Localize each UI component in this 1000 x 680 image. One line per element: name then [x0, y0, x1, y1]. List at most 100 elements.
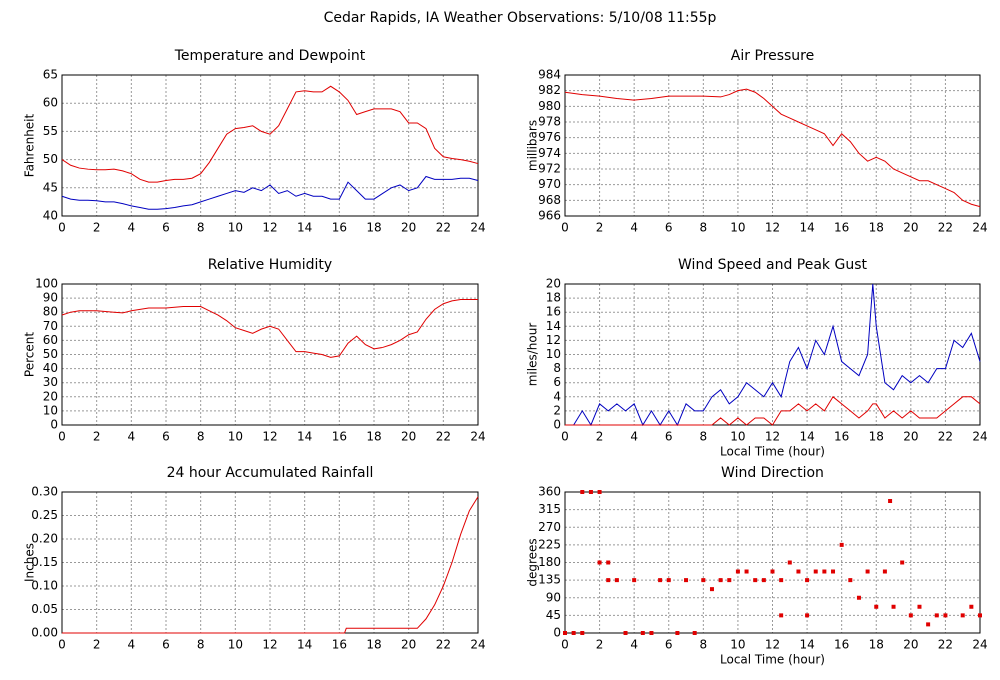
x-tick-label: 6 — [665, 221, 673, 235]
x-tick-label: 6 — [162, 430, 170, 444]
data-point — [692, 631, 697, 635]
x-tick-label: 10 — [730, 430, 745, 444]
x-tick-label: 12 — [765, 221, 780, 235]
y-tick-label: 984 — [538, 68, 561, 82]
y-tick-label: 0 — [553, 626, 561, 640]
x-tick-label: 10 — [730, 221, 745, 235]
y-tick-label: 90 — [546, 590, 561, 604]
x-tick-label: 10 — [228, 430, 243, 444]
y-tick-label: 0.20 — [31, 532, 58, 546]
data-line — [565, 396, 981, 426]
data-point — [917, 604, 922, 609]
data-point — [770, 569, 775, 574]
chart-title: Wind Speed and Peak Gust — [678, 257, 867, 273]
chart-title: Wind Direction — [721, 465, 824, 481]
y-tick-label: 8 — [553, 361, 561, 375]
x-tick-label: 6 — [162, 638, 170, 652]
x-tick-label: 12 — [765, 430, 780, 444]
y-tick-label: 6 — [553, 375, 561, 389]
y-tick-label: 0 — [553, 418, 561, 432]
x-tick-label: 20 — [401, 638, 416, 652]
data-point — [744, 569, 749, 574]
data-point — [701, 578, 706, 583]
data-point — [943, 613, 948, 618]
x-tick-label: 20 — [903, 638, 918, 652]
y-tick-label: 4 — [553, 389, 561, 403]
x-tick-label: 12 — [262, 430, 277, 444]
plot-frame — [61, 283, 479, 426]
data-point — [761, 578, 766, 583]
data-line — [62, 496, 479, 634]
y-tick-label: 976 — [538, 130, 561, 144]
data-line — [564, 88, 981, 208]
y-tick-label: 14 — [546, 319, 561, 333]
data-point — [623, 631, 628, 635]
data-point — [865, 569, 870, 574]
y-axis-label: Fahrenheit — [23, 113, 37, 177]
y-tick-label: 50 — [43, 152, 58, 166]
data-point — [588, 490, 593, 494]
x-tick-label: 16 — [332, 221, 347, 235]
x-tick-label: 8 — [700, 430, 708, 444]
x-tick-label: 20 — [903, 221, 918, 235]
x-tick-label: 2 — [93, 638, 101, 652]
data-point — [978, 613, 982, 618]
data-point — [839, 542, 844, 547]
x-tick-label: 8 — [197, 430, 205, 444]
y-tick-label: 60 — [43, 96, 58, 110]
data-point — [934, 613, 939, 618]
data-point — [779, 578, 784, 583]
y-tick-label: 968 — [538, 193, 561, 207]
y-tick-label: 10 — [43, 403, 58, 417]
y-tick-label: 978 — [538, 115, 561, 129]
x-tick-label: 2 — [596, 430, 604, 444]
data-line — [61, 175, 479, 210]
y-axis-label: degrees — [526, 538, 540, 586]
y-axis-label: millibars — [526, 120, 540, 171]
x-tick-label: 14 — [799, 430, 814, 444]
x-axis-label: Local Time (hour) — [720, 653, 825, 667]
x-tick-label: 0 — [58, 430, 66, 444]
x-tick-label: 22 — [436, 430, 451, 444]
data-point — [805, 613, 810, 618]
data-point — [709, 587, 714, 592]
x-tick-label: 18 — [869, 638, 884, 652]
x-tick-label: 0 — [561, 638, 569, 652]
x-tick-label: 6 — [665, 430, 673, 444]
y-tick-label: 65 — [43, 68, 58, 82]
y-axis-label: Percent — [23, 332, 37, 377]
x-tick-label: 18 — [366, 430, 381, 444]
x-tick-label: 10 — [228, 638, 243, 652]
data-point — [805, 578, 810, 583]
x-tick-label: 0 — [58, 221, 66, 235]
y-tick-label: 60 — [43, 333, 58, 347]
y-tick-label: 2 — [553, 403, 561, 417]
y-tick-label: 970 — [538, 177, 561, 191]
y-tick-label: 80 — [43, 305, 58, 319]
x-tick-label: 16 — [834, 638, 849, 652]
x-tick-label: 14 — [297, 638, 312, 652]
y-tick-label: 55 — [43, 124, 58, 138]
x-tick-label: 16 — [332, 638, 347, 652]
x-tick-label: 22 — [938, 221, 953, 235]
data-point — [753, 578, 758, 583]
data-line — [61, 299, 478, 358]
x-tick-label: 0 — [561, 221, 569, 235]
y-tick-label: 972 — [538, 162, 561, 176]
y-tick-label: 135 — [538, 573, 561, 587]
plot-frame — [564, 491, 981, 634]
y-tick-label: 0.15 — [31, 555, 58, 569]
y-tick-label: 16 — [546, 305, 561, 319]
x-tick-label: 24 — [972, 221, 987, 235]
plot-frame — [61, 74, 479, 217]
data-point — [848, 578, 853, 583]
data-point — [779, 613, 784, 618]
y-tick-label: 12 — [546, 333, 561, 347]
y-tick-label: 0 — [50, 418, 58, 432]
y-tick-label: 45 — [546, 608, 561, 622]
y-tick-label: 0.10 — [31, 579, 58, 593]
x-tick-label: 14 — [297, 430, 312, 444]
data-point — [900, 560, 905, 565]
x-tick-label: 22 — [938, 638, 953, 652]
data-point — [580, 631, 585, 635]
